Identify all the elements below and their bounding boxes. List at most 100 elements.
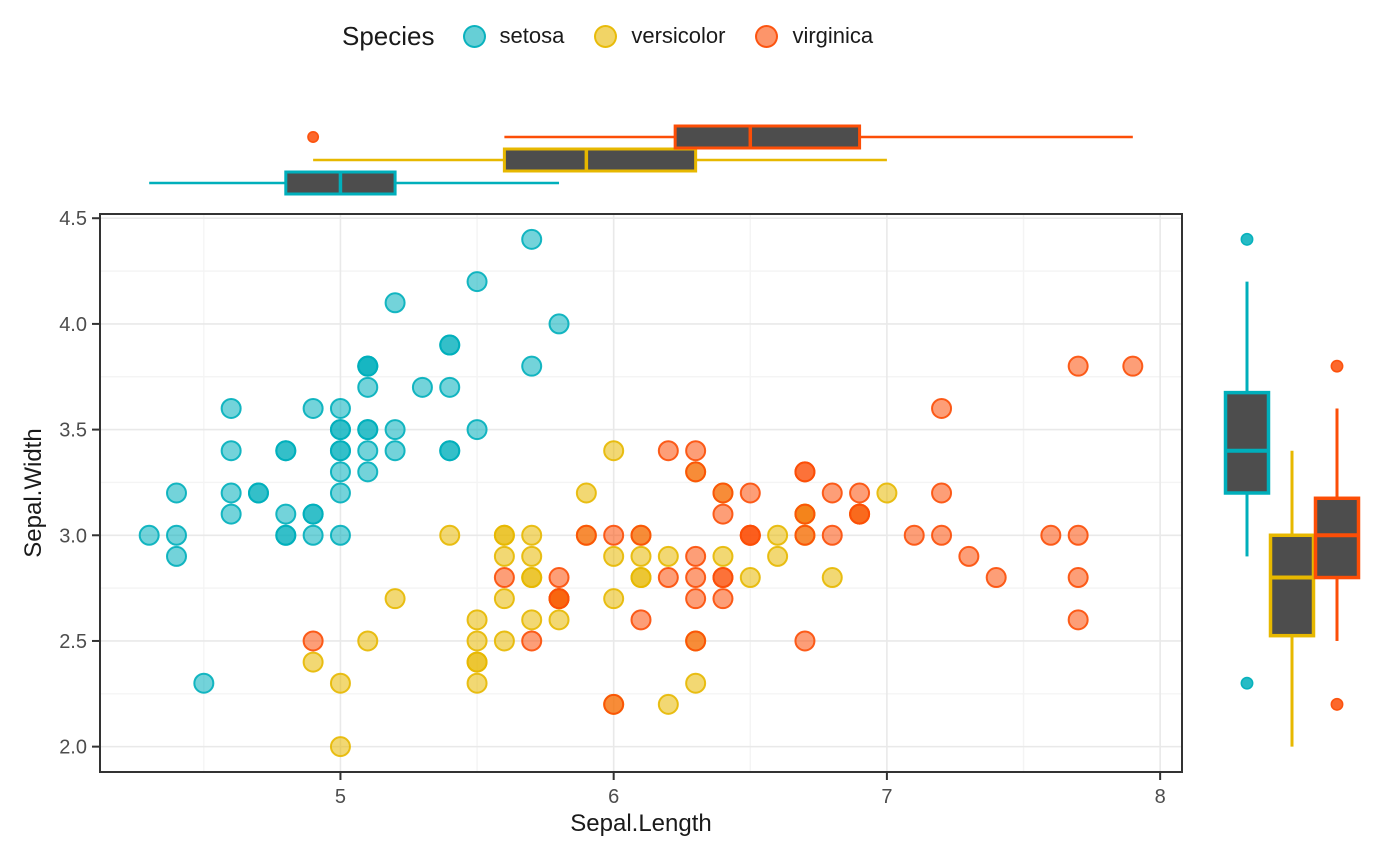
scatter-point-setosa <box>411 376 433 398</box>
y-axis-title: Sepal.Width <box>20 428 47 558</box>
scatter-point-virginica <box>712 482 734 504</box>
scatter-point-setosa <box>302 503 324 525</box>
boxplot-box-virginica <box>673 124 862 150</box>
legend-key-versicolor-icon <box>594 24 618 48</box>
legend-label-setosa: setosa <box>499 23 565 48</box>
y-tick-label: 3.0 <box>59 525 87 547</box>
scatter-point-virginica <box>821 524 843 546</box>
scatter-point-virginica <box>739 524 761 546</box>
scatter-point-setosa <box>329 461 351 483</box>
scatter-point-virginica <box>657 440 679 462</box>
legend-key-virginica-icon <box>755 24 779 48</box>
right-marginal-boxplots <box>1223 232 1361 747</box>
scatter-point-setosa <box>357 461 379 483</box>
x-tick-label: 5 <box>335 786 346 808</box>
scatter-point-setosa <box>275 524 297 546</box>
scatter-point-virginica <box>794 503 816 525</box>
scatter-point-versicolor <box>466 651 488 673</box>
scatter-point-virginica <box>1040 524 1062 546</box>
scatter-point-setosa <box>220 440 242 462</box>
scatter-point-versicolor <box>521 524 543 546</box>
legend-item-virginica: virginica <box>755 23 873 49</box>
scatter-point-versicolor <box>575 482 597 504</box>
scatter-point-setosa <box>357 419 379 441</box>
scatter-point-versicolor <box>876 482 898 504</box>
scatter-point-virginica <box>603 693 625 715</box>
y-tick-label: 2.5 <box>59 631 87 653</box>
scatter-point-versicolor <box>685 672 707 694</box>
scatter-point-versicolor <box>493 524 515 546</box>
scatter-point-setosa <box>220 482 242 504</box>
boxplot-box-setosa <box>1223 390 1271 495</box>
scatter-point-virginica <box>630 609 652 631</box>
scatter-point-virginica <box>1122 355 1144 377</box>
legend-items: setosa versicolor virginica <box>462 23 873 49</box>
scatter-point-virginica <box>685 440 707 462</box>
scatter-point-setosa <box>357 376 379 398</box>
scatter-point-setosa <box>329 524 351 546</box>
boxplot-outlier-setosa <box>1240 676 1254 690</box>
scatter-point-virginica <box>903 524 925 546</box>
scatter-point-virginica <box>603 524 625 546</box>
scatter-point-setosa <box>439 440 461 462</box>
scatter-point-virginica <box>685 545 707 567</box>
scatter-point-setosa <box>302 397 324 419</box>
scatter-point-setosa <box>220 503 242 525</box>
scatter-point-virginica <box>521 630 543 652</box>
scatter-point-virginica <box>931 397 953 419</box>
boxplot-box-virginica <box>1313 496 1361 580</box>
scatter-point-virginica <box>685 588 707 610</box>
scatter-point-versicolor <box>739 567 761 589</box>
scatter-point-setosa <box>384 440 406 462</box>
scatter-point-versicolor <box>493 630 515 652</box>
x-axis-title: Sepal.Length <box>570 810 712 837</box>
scatter-point-virginica <box>575 524 597 546</box>
scatter-point-versicolor <box>603 440 625 462</box>
scatter-point-versicolor <box>630 567 652 589</box>
legend-item-versicolor: versicolor <box>594 23 725 49</box>
top-marginal-boxplots <box>149 124 1133 196</box>
scatter-point-setosa <box>302 524 324 546</box>
legend-item-setosa: setosa <box>462 23 565 49</box>
scatter-point-versicolor <box>466 630 488 652</box>
scatter-point-setosa <box>521 355 543 377</box>
panel-border <box>99 213 1183 773</box>
legend-label-virginica: virginica <box>792 23 874 48</box>
scatter-point-setosa <box>166 482 188 504</box>
scatter-point-setosa <box>357 440 379 462</box>
scatter-point-versicolor <box>521 609 543 631</box>
scatter-point-virginica <box>794 461 816 483</box>
scatter-point-virginica <box>849 482 871 504</box>
scatter-point-virginica <box>1067 355 1089 377</box>
scatter-point-virginica <box>657 567 679 589</box>
scatter-point-versicolor <box>466 609 488 631</box>
scatter-point-setosa <box>521 228 543 250</box>
scatter-point-setosa <box>548 313 570 335</box>
legend-title: Species <box>342 20 435 51</box>
boxplot-outlier-setosa <box>1240 232 1254 246</box>
scatter-point-setosa <box>439 376 461 398</box>
boxplot-outlier-virginica <box>1330 697 1344 711</box>
scatter-point-virginica <box>931 482 953 504</box>
scatter-point-virginica <box>685 461 707 483</box>
scatter-point-setosa <box>275 440 297 462</box>
scatter-point-versicolor <box>302 651 324 673</box>
scatter-point-versicolor <box>329 736 351 758</box>
scatter-point-virginica <box>739 482 761 504</box>
scatter-point-versicolor <box>493 588 515 610</box>
scatter-point-versicolor <box>767 524 789 546</box>
boxplot-box-versicolor <box>502 147 698 173</box>
y-tick-label: 4.0 <box>59 314 87 336</box>
scatter-point-setosa <box>384 419 406 441</box>
scatter-point-versicolor <box>712 545 734 567</box>
scatter-point-versicolor <box>603 588 625 610</box>
scatter-point-setosa <box>329 482 351 504</box>
scatter-point-versicolor <box>767 545 789 567</box>
scatter-point-versicolor <box>657 693 679 715</box>
scatter-point-virginica <box>548 567 570 589</box>
scatter-point-virginica <box>931 524 953 546</box>
scatter-point-setosa <box>329 397 351 419</box>
scatter-point-versicolor <box>603 545 625 567</box>
scatter-point-versicolor <box>466 672 488 694</box>
